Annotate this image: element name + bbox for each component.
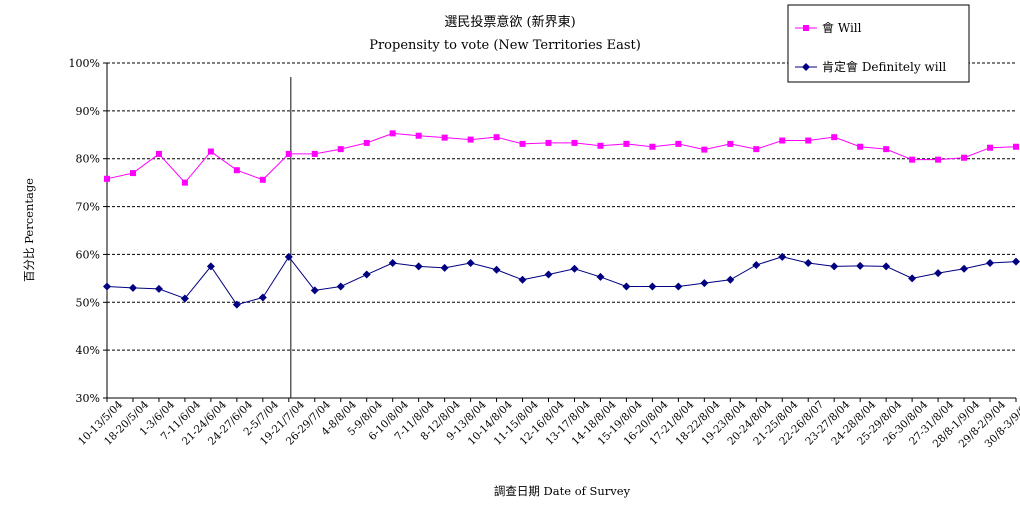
data-point	[701, 146, 708, 153]
data-point	[154, 284, 163, 293]
axes: 30%40%50%60%70%80%90%100%10-13/5/0418-20…	[69, 57, 1020, 450]
data-point	[700, 279, 709, 288]
data-point	[986, 259, 995, 268]
y-tick-label: 60%	[76, 248, 100, 261]
series-line	[106, 255, 1017, 306]
data-point	[779, 137, 786, 144]
y-tick-label: 50%	[76, 296, 100, 309]
data-point	[805, 137, 812, 144]
x-axis-label: 調查日期 Date of Survey	[494, 484, 631, 498]
data-point	[571, 139, 578, 146]
data-point	[934, 269, 943, 278]
data-point	[181, 179, 188, 186]
data-point	[623, 140, 630, 147]
data-point	[311, 150, 318, 157]
legend-box	[787, 4, 970, 83]
data-point	[908, 274, 917, 283]
data-point	[336, 282, 345, 291]
data-point	[337, 146, 344, 153]
data-point	[415, 132, 422, 139]
data-point	[596, 272, 605, 281]
data-point	[622, 282, 631, 291]
data-point	[753, 146, 760, 153]
data-point	[674, 282, 683, 291]
data-point	[1013, 143, 1019, 150]
data-point	[232, 300, 241, 309]
data-point	[492, 265, 501, 274]
data-point	[310, 286, 319, 295]
data-point	[961, 154, 968, 161]
legend-label: 肯定會 Definitely will	[822, 59, 946, 74]
y-axis-label: 百分比 Percentage	[22, 178, 36, 282]
data-point	[752, 260, 761, 269]
data-point	[960, 264, 969, 273]
legend: 會 Will 肯定會 Definitely will	[787, 4, 970, 83]
data-point	[545, 139, 552, 146]
data-point	[129, 170, 136, 177]
data-point	[883, 146, 890, 153]
data-point	[206, 262, 215, 271]
grid	[107, 62, 1016, 351]
y-tick-label: 30%	[76, 392, 100, 405]
data-point	[493, 134, 500, 141]
data-point	[830, 262, 839, 271]
data-point	[207, 148, 214, 155]
legend-swatch-marker	[803, 25, 809, 31]
data-point	[389, 130, 396, 137]
series-line	[106, 132, 1017, 184]
data-point	[987, 144, 994, 151]
data-point	[597, 142, 604, 149]
data-point	[544, 270, 553, 279]
y-tick-label: 40%	[76, 344, 100, 357]
data-point	[155, 150, 162, 157]
legend-swatch-marker	[802, 63, 810, 71]
data-point	[128, 283, 137, 292]
data-point	[804, 259, 813, 268]
data-point	[440, 263, 449, 272]
data-point	[441, 134, 448, 141]
data-point	[726, 275, 735, 284]
data-point	[519, 140, 526, 147]
data-point	[103, 282, 111, 291]
data-point	[466, 259, 475, 268]
chart-subtitle: Propensity to vote (New Territories East…	[369, 38, 641, 53]
data-point	[104, 175, 110, 182]
data-point	[856, 261, 865, 270]
series	[103, 130, 1020, 309]
data-point	[259, 176, 266, 183]
legend-label: 會 Will	[822, 21, 862, 35]
data-point	[284, 252, 293, 261]
data-point	[675, 140, 682, 147]
data-point	[1012, 257, 1020, 266]
y-tick-label: 80%	[76, 153, 100, 166]
data-point	[649, 143, 656, 150]
data-point	[909, 156, 916, 163]
data-point	[518, 275, 527, 284]
series-0	[104, 130, 1019, 186]
data-point	[388, 259, 397, 268]
y-tick-label: 90%	[76, 105, 100, 118]
data-point	[648, 282, 657, 291]
data-point	[778, 252, 787, 261]
data-point	[570, 264, 579, 273]
chart-title: 選民投票意欲 (新界東)	[444, 14, 575, 30]
data-point	[935, 156, 942, 163]
y-tick-label: 100%	[69, 57, 100, 70]
data-point	[831, 134, 838, 141]
data-point	[414, 262, 423, 271]
data-point	[727, 140, 734, 147]
series-1	[103, 252, 1020, 309]
data-point	[882, 262, 891, 271]
y-tick-label: 70%	[76, 201, 100, 214]
data-point	[467, 136, 474, 143]
data-point	[857, 143, 864, 150]
data-point	[180, 294, 189, 303]
data-point	[362, 270, 371, 279]
data-point	[233, 167, 240, 174]
data-point	[258, 293, 267, 302]
data-point	[285, 150, 292, 157]
data-point	[363, 139, 370, 146]
